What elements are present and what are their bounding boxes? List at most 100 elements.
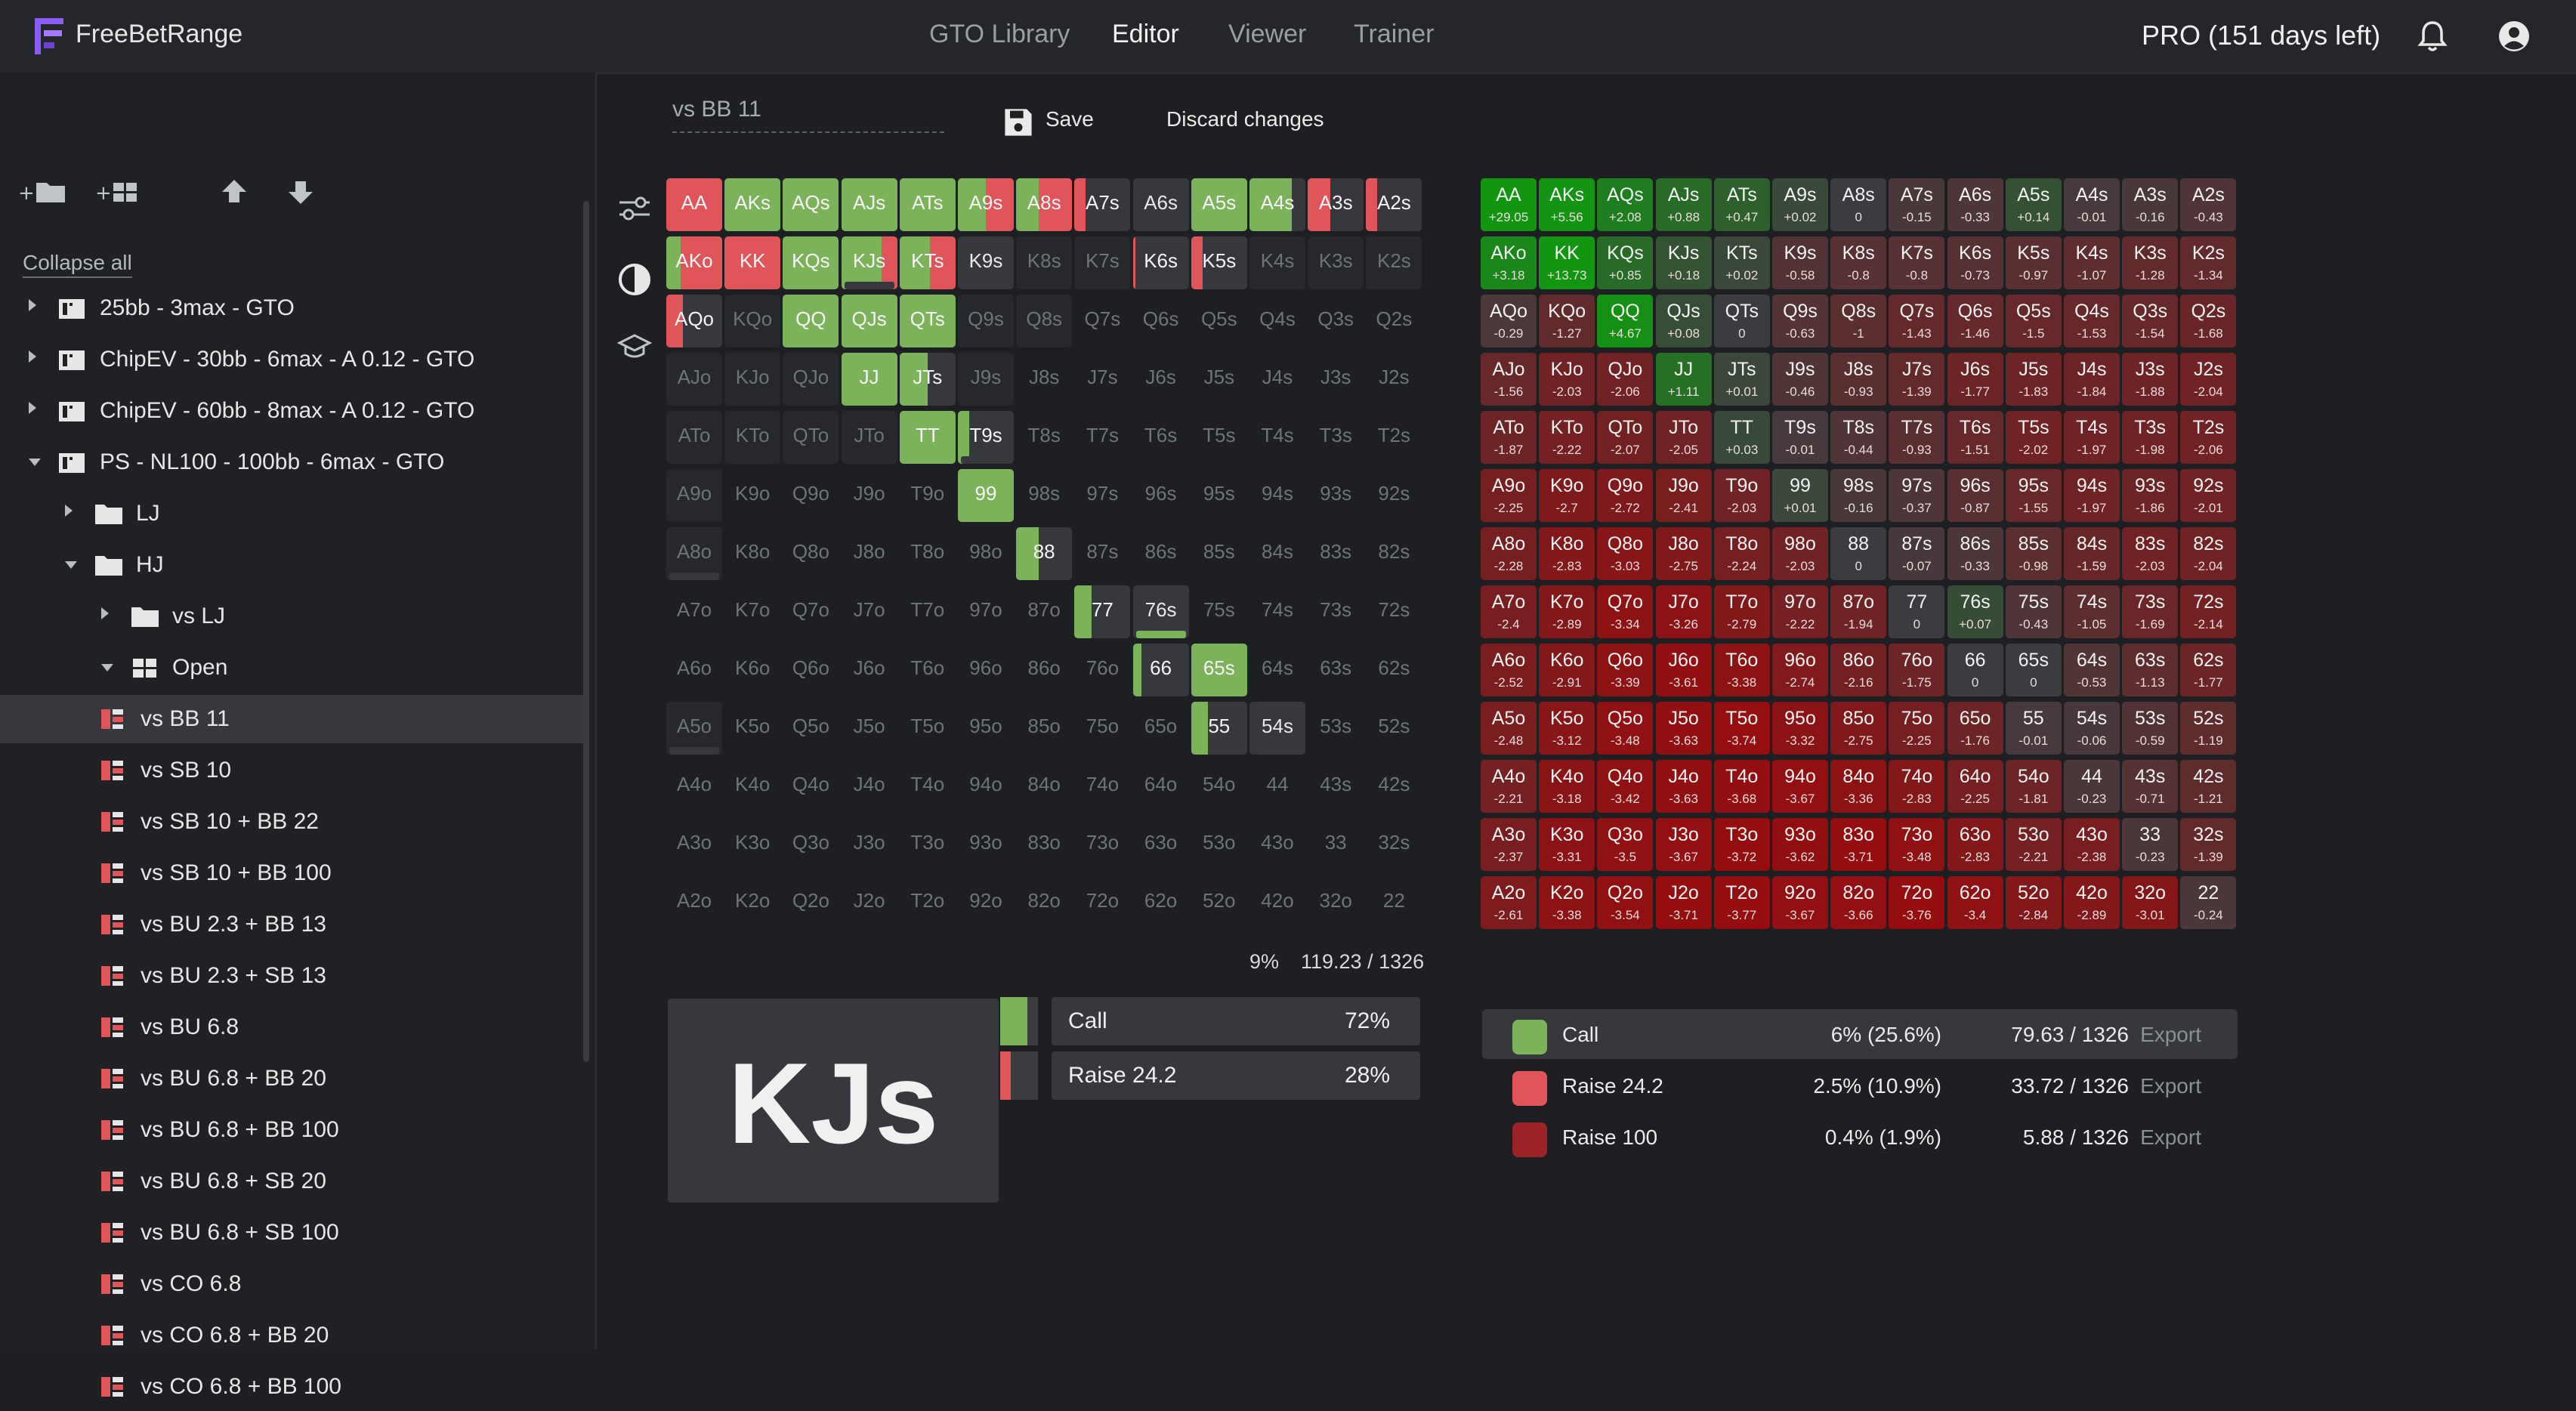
hand-cell[interactable]: 82s xyxy=(1366,527,1422,580)
ev-cell[interactable]: K4o -3.18 xyxy=(1539,760,1595,813)
hand-cell[interactable]: JTs xyxy=(899,353,956,406)
hand-cell[interactable]: 74s xyxy=(1249,585,1305,638)
ev-cell[interactable]: T9o -2.03 xyxy=(1713,469,1770,522)
hand-cell[interactable]: T3o xyxy=(900,818,956,871)
hand-cell[interactable]: A2o xyxy=(666,876,722,929)
hand-cell[interactable]: T5o xyxy=(900,702,956,755)
hand-cell[interactable]: K5o xyxy=(724,702,780,755)
ev-cell[interactable]: A2o -2.61 xyxy=(1481,876,1537,929)
ev-cell[interactable]: K9o -2.7 xyxy=(1539,469,1595,522)
ev-cell[interactable]: Q7s -1.43 xyxy=(1889,295,1945,347)
ev-cell[interactable]: 73s -1.69 xyxy=(2122,585,2179,638)
ev-cell[interactable]: JTo -2.05 xyxy=(1655,411,1712,464)
ev-cell[interactable]: 77 0 xyxy=(1889,585,1945,638)
hand-cell[interactable]: 33 xyxy=(1308,818,1364,871)
hand-cell[interactable]: A4s xyxy=(1249,178,1305,231)
hand-cell[interactable]: 92s xyxy=(1366,469,1422,522)
hand-cell[interactable]: J5o xyxy=(842,702,897,755)
nav-viewer[interactable]: Viewer xyxy=(1228,20,1307,48)
ev-cell[interactable]: J9o -2.41 xyxy=(1655,469,1712,522)
hand-cell[interactable]: 32o xyxy=(1308,876,1364,929)
hand-cell[interactable]: 88 xyxy=(1016,527,1073,580)
ev-cell[interactable]: J5s -1.83 xyxy=(2005,353,2062,406)
tree-item[interactable]: HJ xyxy=(0,541,583,589)
ev-cell[interactable]: AA +29.05 xyxy=(1481,178,1537,231)
hand-cell[interactable]: T4o xyxy=(900,760,956,813)
hand-cell[interactable]: K9s xyxy=(958,236,1014,289)
hand-cell[interactable]: QQ xyxy=(783,295,839,347)
ev-cell[interactable]: 96s -0.87 xyxy=(1947,469,2003,522)
ev-cell[interactable]: J6o -3.61 xyxy=(1655,644,1712,696)
tree-item[interactable]: vs BU 6.8 + BB 20 xyxy=(0,1054,583,1103)
hand-action-call[interactable]: Call 72% xyxy=(1000,997,1420,1048)
hand-cell[interactable]: AKo xyxy=(666,236,722,289)
ev-cell[interactable]: Q3o -3.5 xyxy=(1597,818,1654,871)
hand-cell[interactable]: 83s xyxy=(1308,527,1364,580)
hand-cell[interactable]: 98s xyxy=(1016,469,1072,522)
discard-changes-button[interactable]: Discard changes xyxy=(1166,107,1324,131)
tree-item[interactable]: 25bb - 3max - GTO xyxy=(0,284,583,332)
hand-cell[interactable]: A7o xyxy=(666,585,722,638)
ev-cell[interactable]: 32s -1.39 xyxy=(2180,818,2237,871)
ev-cell[interactable]: 72o -3.76 xyxy=(1889,876,1945,929)
ev-cell[interactable]: 53o -2.21 xyxy=(2005,818,2062,871)
ev-cell[interactable]: A7o -2.4 xyxy=(1481,585,1537,638)
ev-cell[interactable]: Q7o -3.34 xyxy=(1597,585,1654,638)
ev-cell[interactable]: K6s -0.73 xyxy=(1947,236,2003,289)
ev-cell[interactable]: 85s -0.98 xyxy=(2005,527,2062,580)
ev-cell[interactable]: QQ +4.67 xyxy=(1597,295,1654,347)
legend-row[interactable]: Call 6% (25.6%) 79.63 / 1326 Export xyxy=(1482,1009,2238,1059)
hand-cell[interactable]: 86o xyxy=(1016,644,1072,696)
ev-cell[interactable]: QJo -2.06 xyxy=(1597,353,1654,406)
hand-cell[interactable]: 85s xyxy=(1191,527,1247,580)
tree-item[interactable]: ChipEV - 60bb - 8max - A 0.12 - GTO xyxy=(0,387,583,435)
ev-cell[interactable]: 74s -1.05 xyxy=(2064,585,2120,638)
ev-cell[interactable]: K7o -2.89 xyxy=(1539,585,1595,638)
hand-cell[interactable]: J5s xyxy=(1191,353,1247,406)
ev-cell[interactable]: K8o -2.83 xyxy=(1539,527,1595,580)
ev-cell[interactable]: 63o -2.83 xyxy=(1947,818,2003,871)
hand-cell[interactable]: KJo xyxy=(724,353,781,406)
hand-cell[interactable]: T5s xyxy=(1191,411,1247,464)
ev-cell[interactable]: 65s 0 xyxy=(2005,644,2062,696)
hand-cell[interactable]: 73s xyxy=(1308,585,1364,638)
hand-cell[interactable]: J4o xyxy=(842,760,897,813)
legend-swatch[interactable] xyxy=(1512,1122,1547,1157)
tree-item[interactable]: PS - NL100 - 100bb - 6max - GTO xyxy=(0,438,583,486)
hand-cell[interactable]: K4s xyxy=(1249,236,1305,289)
hand-cell[interactable]: A7s xyxy=(1074,178,1131,231)
hand-cell[interactable]: ATo xyxy=(666,411,722,464)
ev-cell[interactable]: Q5o -3.48 xyxy=(1597,702,1654,755)
ev-cell[interactable]: A7s -0.15 xyxy=(1889,178,1945,231)
ev-cell[interactable]: 94o -3.67 xyxy=(1772,760,1828,813)
hand-cell[interactable]: T3s xyxy=(1308,411,1364,464)
ev-cell[interactable]: 83o -3.71 xyxy=(1830,818,1887,871)
ev-cell[interactable]: T6o -3.38 xyxy=(1713,644,1770,696)
hand-cell[interactable]: 96o xyxy=(958,644,1014,696)
hand-cell[interactable]: Q4s xyxy=(1249,295,1305,347)
ev-cell[interactable]: 62s -1.77 xyxy=(2180,644,2237,696)
hand-cell[interactable]: A3s xyxy=(1308,178,1364,231)
ev-cell[interactable]: 74o -2.83 xyxy=(1889,760,1945,813)
graduation-cap-icon[interactable] xyxy=(616,329,653,366)
hand-cell[interactable]: 94s xyxy=(1249,469,1305,522)
hand-cell[interactable]: 22 xyxy=(1366,876,1422,929)
contrast-icon[interactable] xyxy=(616,261,653,298)
hand-cell[interactable]: 72o xyxy=(1074,876,1130,929)
ev-cell[interactable]: 64o -2.25 xyxy=(1947,760,2003,813)
hand-cell[interactable]: 87o xyxy=(1016,585,1072,638)
ev-cell[interactable]: 53s -0.59 xyxy=(2122,702,2179,755)
ev-cell[interactable]: 83s -2.03 xyxy=(2122,527,2179,580)
ev-cell[interactable]: J8o -2.75 xyxy=(1655,527,1712,580)
hand-cell[interactable]: JJ xyxy=(841,353,897,406)
hand-cell[interactable]: 52o xyxy=(1191,876,1247,929)
ev-cell[interactable]: K8s -0.8 xyxy=(1830,236,1887,289)
ev-cell[interactable]: AKo +3.18 xyxy=(1481,236,1537,289)
legend-swatch[interactable] xyxy=(1512,1071,1547,1106)
hand-cell[interactable]: QJo xyxy=(783,353,839,406)
ev-cell[interactable]: 64s -0.53 xyxy=(2064,644,2120,696)
ev-cell[interactable]: 82o -3.66 xyxy=(1830,876,1887,929)
export-button[interactable]: Export xyxy=(2140,1074,2201,1098)
ev-cell[interactable]: 63s -1.13 xyxy=(2122,644,2179,696)
ev-cell[interactable]: T9s -0.01 xyxy=(1772,411,1828,464)
